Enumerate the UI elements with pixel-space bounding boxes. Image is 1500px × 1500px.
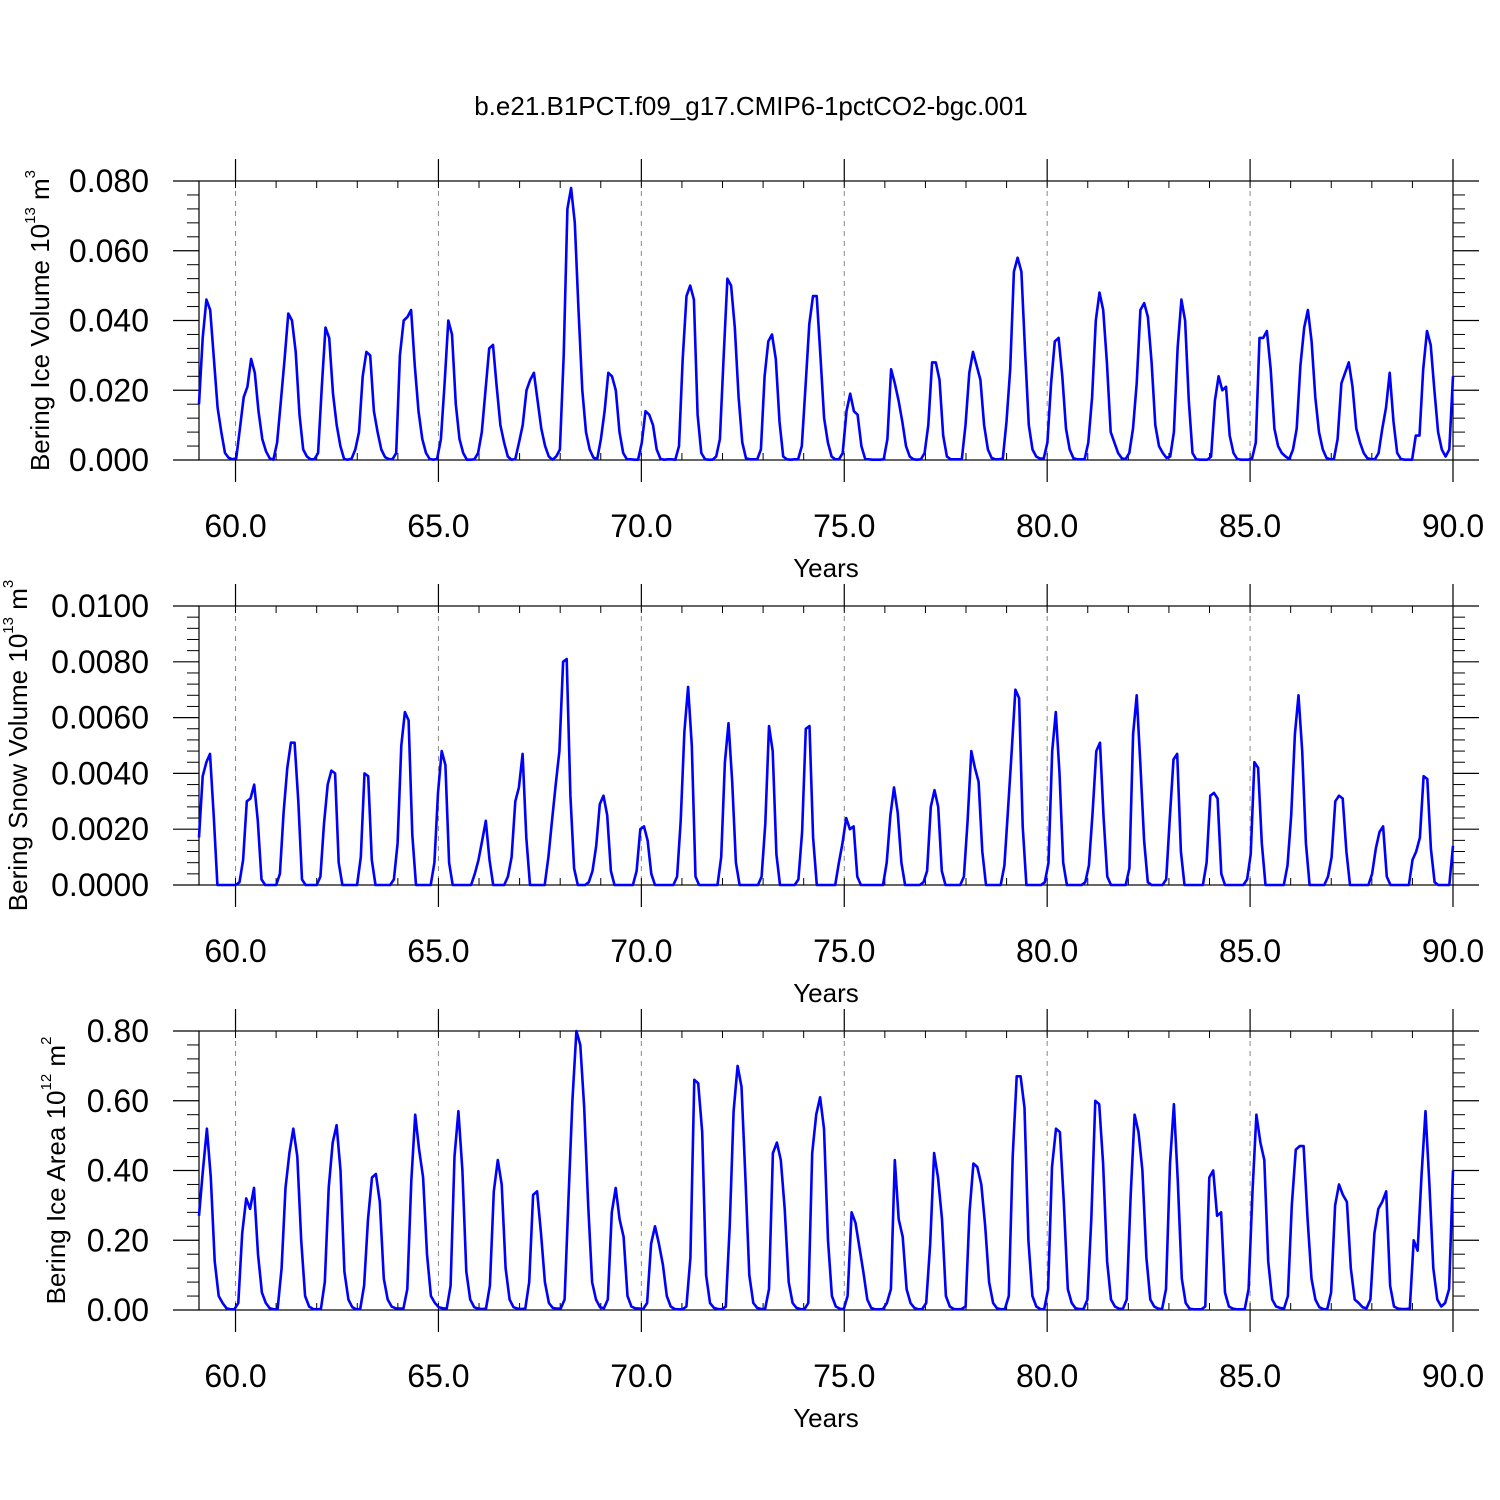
series-line-1: [197, 186, 1455, 462]
x-axis-label: Years: [793, 978, 859, 1008]
y-tick-label: 0.060: [69, 233, 149, 269]
x-tick-label: 70.0: [610, 508, 672, 544]
series-line-1: [197, 657, 1455, 887]
x-tick-label: 60.0: [204, 933, 266, 969]
y-axis-label-exponent: 13: [22, 207, 39, 224]
y-axis-label-exponent: 12: [38, 1074, 55, 1091]
y-axis-label: Bering Ice Volume 1013 m3: [22, 170, 55, 471]
x-tick-label: 80.0: [1016, 508, 1078, 544]
x-tick-label: 60.0: [204, 1358, 266, 1394]
y-tick-label: 0.60: [87, 1083, 149, 1119]
y-tick-label: 0.0000: [51, 867, 149, 903]
chart-panel-2: 60.0 65.0 70.0 75.0 80.0 85.0 90.0 Years 0.0000 0…: [0, 580, 1484, 1008]
y-axis-label: Bering Ice Area 1012 m2: [38, 1037, 71, 1305]
x-tick-label: 90.0: [1422, 1358, 1484, 1394]
x-tick-label: 80.0: [1016, 933, 1078, 969]
x-tick-label: 65.0: [407, 933, 469, 969]
y-axis-label-text: Bering Ice Volume 10: [25, 224, 55, 471]
chart-panel-1: 60.0 65.0 70.0 75.0 80.0 85.0 90.0 Years 0.000 0.…: [22, 159, 1484, 583]
y-axis-label: Bering Snow Volume 1013 m3: [0, 580, 33, 911]
y-axis-label-text: Bering Ice Area 10: [41, 1091, 71, 1305]
y-axis-label-unit-exponent: 3: [22, 170, 39, 178]
x-tick-label: 75.0: [813, 508, 875, 544]
x-tick-label: 70.0: [610, 1358, 672, 1394]
panels-container: 60.0 65.0 70.0 75.0 80.0 85.0 90.0 Years 0.000 0.…: [0, 159, 1484, 1433]
y-tick-label: 0.000: [69, 442, 149, 478]
x-tick-label: 75.0: [813, 933, 875, 969]
plot-frame: [198, 605, 1454, 886]
y-tick-label: 0.0020: [51, 811, 149, 847]
x-tick-label: 65.0: [407, 1358, 469, 1394]
y-tick-label: 0.040: [69, 303, 149, 339]
y-axis-label-unit: m: [25, 178, 55, 207]
y-tick-label: 0.0100: [51, 588, 149, 624]
x-tick-label: 70.0: [610, 933, 672, 969]
y-axis-label-exponent: 13: [0, 617, 17, 634]
figure-title: b.e21.B1PCT.f09_g17.CMIP6-1pctCO2-bgc.00…: [474, 91, 1028, 121]
plot-frame: [198, 180, 1454, 461]
x-tick-label: 85.0: [1219, 508, 1281, 544]
x-tick-label: 85.0: [1219, 1358, 1281, 1394]
x-tick-label: 75.0: [813, 1358, 875, 1394]
chart-panel-3: 60.0 65.0 70.0 75.0 80.0 85.0 90.0 Years 0.00 0.2…: [38, 1009, 1484, 1433]
y-tick-label: 0.80: [87, 1013, 149, 1049]
y-tick-label: 0.0040: [51, 755, 149, 791]
x-tick-label: 65.0: [407, 508, 469, 544]
y-tick-label: 0.080: [69, 163, 149, 199]
series-line-1: [197, 1029, 1455, 1311]
y-axis-label-text: Bering Snow Volume 10: [3, 634, 33, 912]
y-tick-label: 0.00: [87, 1292, 149, 1328]
y-axis-label-unit-exponent: 2: [38, 1037, 55, 1045]
y-tick-label: 0.0080: [51, 644, 149, 680]
x-axis-label: Years: [793, 553, 859, 583]
y-axis-label-unit: m: [3, 588, 33, 617]
y-tick-label: 0.20: [87, 1222, 149, 1258]
x-tick-label: 90.0: [1422, 933, 1484, 969]
x-tick-label: 85.0: [1219, 933, 1281, 969]
y-tick-label: 0.0060: [51, 700, 149, 736]
y-axis-label-unit-exponent: 3: [0, 580, 17, 588]
y-tick-label: 0.020: [69, 372, 149, 408]
x-tick-label: 90.0: [1422, 508, 1484, 544]
x-tick-label: 60.0: [204, 508, 266, 544]
y-tick-label: 0.40: [87, 1153, 149, 1189]
y-axis-label-unit: m: [41, 1045, 71, 1074]
x-axis-label: Years: [793, 1403, 859, 1433]
x-tick-label: 80.0: [1016, 1358, 1078, 1394]
